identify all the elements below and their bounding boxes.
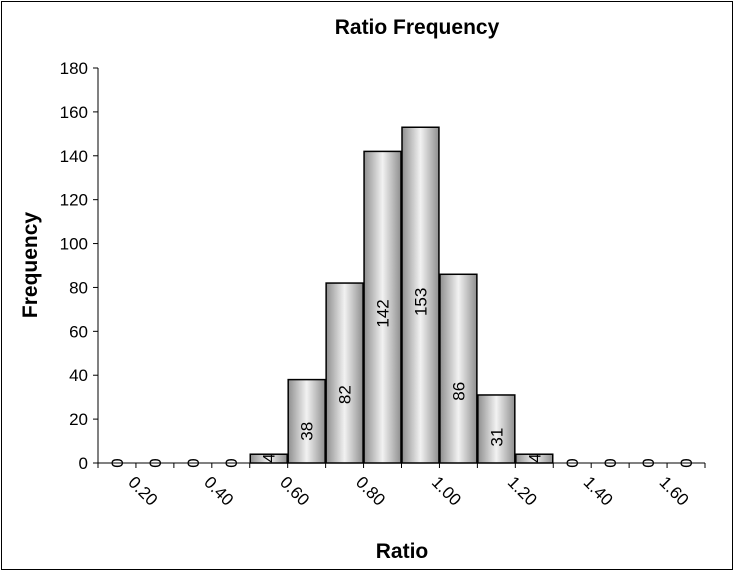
x-tick-label: 0.20 [124, 473, 161, 510]
bar-data-label: 31 [487, 428, 506, 447]
bar-data-label: 4 [525, 453, 544, 462]
histogram-bar [287, 378, 326, 464]
histogram-bar [363, 150, 402, 464]
histogram-bar [325, 282, 364, 464]
x-tick-label: 1.60 [656, 473, 693, 510]
y-tick-label: 140 [60, 147, 88, 166]
bar-data-label: 4 [260, 453, 279, 462]
x-axis-title: Ratio [376, 540, 429, 563]
x-tick-label: 0.80 [352, 473, 389, 510]
bar-data-label: 0 [563, 458, 582, 467]
y-tick-label: 160 [60, 103, 88, 122]
y-tick-label: 60 [69, 322, 88, 341]
y-tick-label: 20 [69, 410, 88, 429]
histogram-bar [477, 394, 516, 464]
bar-data-label: 38 [298, 422, 317, 441]
bar-data-label: 0 [222, 458, 241, 467]
y-tick-label: 0 [79, 454, 88, 473]
bar-data-label: 142 [374, 299, 393, 327]
bar-data-label: 0 [108, 458, 127, 467]
y-tick-label: 120 [60, 191, 88, 210]
y-tick-label: 100 [60, 235, 88, 254]
x-tick-label: 0.40 [200, 473, 237, 510]
bar-data-label: 0 [146, 458, 165, 467]
histogram-bar [439, 273, 478, 464]
chart-title: Ratio Frequency [335, 16, 500, 39]
y-tick-label: 80 [69, 278, 88, 297]
x-tick-label: 1.20 [504, 473, 541, 510]
y-tick-label: 40 [69, 366, 88, 385]
x-tick-label: 1.40 [580, 473, 617, 510]
x-tick-label: 0.60 [276, 473, 313, 510]
histogram-bar [401, 126, 440, 464]
bar-data-label: 0 [601, 458, 620, 467]
bar-data-label: 86 [449, 382, 468, 401]
bar-data-label: 82 [336, 385, 355, 404]
y-axis-title: Frequency [19, 212, 42, 319]
x-tick-label: 1.00 [428, 473, 465, 510]
y-tick-label: 180 [60, 59, 88, 78]
bar-data-label: 0 [184, 458, 203, 467]
bar-data-label: 0 [677, 458, 696, 467]
bar-data-label: 0 [639, 458, 658, 467]
bar-data-label: 153 [411, 288, 430, 316]
